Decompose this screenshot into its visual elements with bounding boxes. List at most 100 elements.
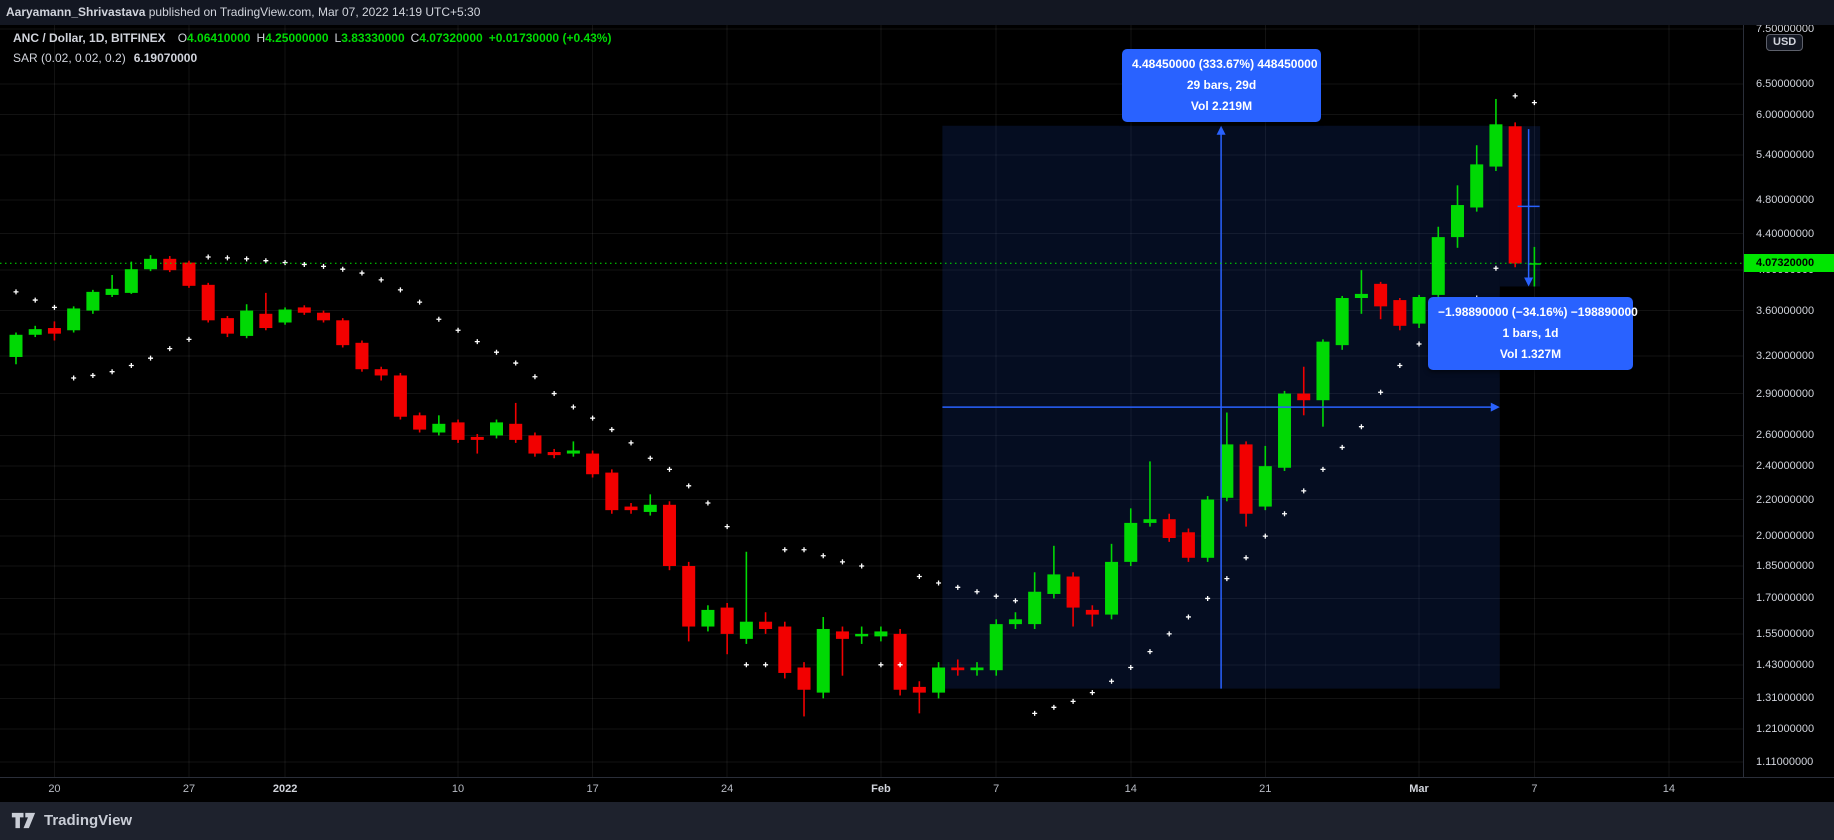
candle-body[interactable] [1258, 466, 1272, 507]
candle-body[interactable] [1508, 126, 1522, 264]
candle-body[interactable] [297, 307, 311, 313]
indicator-legend-row[interactable]: SAR (0.02, 0.02, 0.2) 6.19070000 [13, 48, 611, 68]
candle-body[interactable] [144, 258, 158, 270]
candle-body[interactable] [951, 667, 965, 671]
candle-body[interactable] [643, 504, 657, 512]
open-label: O [177, 31, 188, 45]
current-price-badge: 4.07320000 [1744, 254, 1834, 273]
time-axis[interactable]: 20 27 2022 10 17 24 Feb 7 14 21 Mar 7 14 [0, 777, 1834, 802]
candle-body[interactable] [566, 450, 580, 454]
indicator-name[interactable]: SAR (0.02, 0.02, 0.2) [13, 51, 126, 65]
candle-body[interactable] [759, 621, 773, 629]
candle-body[interactable] [1220, 444, 1234, 498]
candle-body[interactable] [9, 334, 23, 357]
candle-body[interactable] [720, 607, 734, 634]
candle-body[interactable] [1297, 393, 1311, 401]
price-axis[interactable]: USD 4.07320000 7.50000000 6.50000000 6.000… [1743, 25, 1834, 777]
candle-body[interactable] [739, 621, 753, 639]
candle-body[interactable] [932, 667, 946, 693]
candle-body[interactable] [336, 320, 350, 346]
sar-dot [436, 316, 442, 322]
candle-body[interactable] [1489, 124, 1503, 167]
candle-body[interactable] [1028, 591, 1042, 625]
sar-dot [1339, 444, 1345, 450]
candle-body[interactable] [586, 453, 600, 475]
candle-body[interactable] [182, 262, 196, 286]
candle-body[interactable] [1354, 293, 1368, 299]
candle-body[interactable] [605, 472, 619, 511]
candle-body[interactable] [662, 504, 676, 567]
candle-body[interactable] [124, 269, 138, 293]
candle-body[interactable] [278, 309, 292, 323]
candle-body[interactable] [528, 435, 542, 454]
candle-body[interactable] [1124, 522, 1138, 562]
measure-up-bars: 29 bars, 29d [1186, 78, 1257, 92]
candle-body[interactable] [67, 308, 81, 331]
candle-body[interactable] [1047, 574, 1061, 594]
candle-body[interactable] [893, 633, 907, 690]
candle-body[interactable] [874, 631, 888, 637]
tradingview-logo-icon [11, 812, 36, 829]
candle-body[interactable] [28, 329, 42, 335]
candle-body[interactable] [1374, 283, 1388, 307]
candle-body[interactable] [1066, 576, 1080, 608]
candle-body[interactable] [490, 422, 503, 436]
candle-body[interactable] [374, 369, 388, 376]
candle-body[interactable] [451, 422, 465, 440]
candle-body[interactable] [240, 310, 254, 336]
candle-body[interactable] [1143, 519, 1157, 523]
candle-body[interactable] [855, 633, 869, 637]
candle-body[interactable] [259, 313, 273, 329]
candle-body[interactable] [701, 609, 715, 627]
candle-body[interactable] [509, 423, 523, 440]
sar-dot [1282, 511, 1288, 517]
candle-body[interactable] [778, 626, 792, 673]
candle-body[interactable] [432, 423, 446, 433]
candle-body[interactable] [105, 288, 119, 295]
candle-body[interactable] [1316, 341, 1330, 401]
candle-body[interactable] [86, 291, 100, 311]
candle-body[interactable] [1451, 205, 1464, 238]
sar-dot [1185, 614, 1191, 620]
candle-body[interactable] [816, 628, 830, 693]
candle-body[interactable] [970, 667, 984, 671]
candle-body[interactable] [47, 328, 61, 334]
candle-body[interactable] [624, 506, 638, 511]
sar-dot [90, 372, 96, 378]
low-value: 3.83330000 [341, 31, 405, 45]
candle-body[interactable] [470, 436, 484, 440]
candle-body[interactable] [355, 342, 369, 370]
candle-body[interactable] [1008, 619, 1022, 625]
candle-body[interactable] [413, 415, 427, 430]
candle-body[interactable] [1162, 519, 1176, 539]
candle-body[interactable] [1239, 444, 1253, 514]
candle-body[interactable] [1201, 499, 1215, 558]
candle-body[interactable] [682, 566, 696, 627]
currency-unit-badge[interactable]: USD [1766, 34, 1804, 51]
candle-body[interactable] [1470, 164, 1484, 208]
candle-body[interactable] [1085, 609, 1099, 615]
candle-body[interactable] [1335, 298, 1349, 346]
candle-body[interactable] [989, 624, 1003, 671]
candle-body[interactable] [220, 318, 234, 334]
candle-body[interactable] [1393, 300, 1407, 326]
candle-body[interactable] [1527, 263, 1541, 265]
candle-body[interactable] [1278, 393, 1292, 468]
candle-body[interactable] [835, 631, 849, 639]
candlestick-plot[interactable] [0, 25, 1743, 777]
candle-body[interactable] [201, 284, 215, 321]
symbol-title[interactable]: ANC / Dollar, 1D, BITFINEX [13, 31, 166, 45]
tradingview-brand-link[interactable]: TradingView [10, 812, 132, 829]
candle-body[interactable] [547, 452, 561, 456]
chart-area[interactable]: ANC / Dollar, 1D, BITFINEX O4.06410000 H4.… [0, 25, 1834, 777]
candle-body[interactable] [163, 258, 177, 271]
candle-body[interactable] [1431, 237, 1445, 295]
candle-body[interactable] [1412, 296, 1426, 324]
candle-body[interactable] [393, 375, 407, 417]
symbol-legend-row[interactable]: ANC / Dollar, 1D, BITFINEX O4.06410000 H4.… [13, 28, 611, 48]
candle-body[interactable] [1105, 561, 1119, 615]
candle-body[interactable] [912, 686, 926, 693]
candle-body[interactable] [1181, 532, 1195, 558]
candle-body[interactable] [797, 667, 811, 690]
candle-body[interactable] [317, 312, 331, 321]
